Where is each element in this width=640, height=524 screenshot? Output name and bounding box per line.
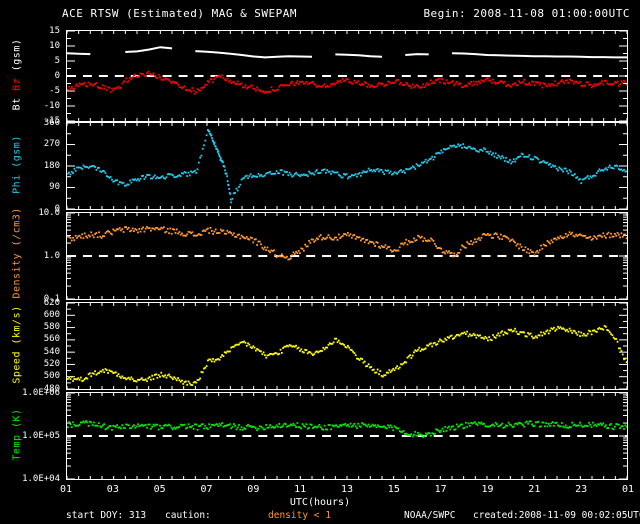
speed-tick-7: 480 (43, 383, 60, 394)
mag-y-axis: 15 10 5 0 -5 -10 -15 (0, 25, 64, 125)
temp-axis-title: Temp (K) (11, 408, 23, 461)
x-tick-03-1: 03 (106, 484, 119, 495)
phi-tick-0: 360 (43, 117, 60, 128)
x-tick-09-4: 09 (247, 484, 260, 495)
x-tick-13-6: 13 (340, 484, 354, 495)
phi-tick-4: 0 (54, 203, 60, 214)
mag-axis-title: Bt Bz (gsm) (12, 29, 23, 121)
phi-tick-3: 90 (49, 182, 60, 192)
x-tick-01-12: 01 (621, 484, 635, 495)
bt-label: Bt (11, 97, 23, 111)
gsm-label: (gsm) (11, 38, 23, 72)
speed-tick-2: 580 (43, 322, 60, 333)
begin-timestamp: Begin: 2008-11-08 01:00:00UTC (423, 7, 630, 20)
x-tick-21-10: 21 (528, 484, 541, 495)
temp-tick-2: 1.0E+04 (22, 473, 60, 484)
x-axis-tick-labels: 01 03 05 07 09 11 13 15 17 19 21 23 01 (60, 484, 634, 498)
ace-rtsw-plot: ACE RTSW (Estimated) MAG & SWEPAM Begin:… (0, 7, 640, 521)
phi-axis-title: Phi (gsm) (11, 135, 23, 194)
mag-tick-4: -5 (49, 85, 60, 96)
panel-mag (66, 30, 628, 122)
density-y-axis: 10.0 1.0 0.1 (0, 207, 64, 303)
x-axis-title: UTC(hours) (289, 497, 351, 508)
temp-y-axis: 1.0E+06 1.0E+05 1.0E+04 (0, 387, 64, 483)
density-tick-2: 0.1 (43, 293, 60, 304)
speed-tick-6: 500 (43, 371, 60, 382)
mag-tick-6: -15 (43, 115, 60, 126)
speed-tick-5: 520 (43, 358, 60, 369)
speed-y-axis: 620 600 580 560 540 520 500 480 (0, 297, 64, 393)
speed-axis-title: Speed (km/s) (11, 305, 23, 384)
x-tick-17-8: 17 (434, 484, 447, 495)
speed-tick-0: 620 (43, 297, 60, 308)
x-tick-11-5: 11 (294, 484, 307, 495)
phi-tick-2: 180 (43, 160, 60, 171)
speed-tick-3: 560 (43, 334, 60, 345)
bz-label: Bz (11, 77, 23, 91)
density-axis-title: Density (/cm3) (11, 207, 23, 299)
phi-y-axis: 360 270 180 90 0 (0, 117, 64, 213)
density-tick-0: 10.0 (38, 207, 60, 218)
x-tick-23-11: 23 (575, 484, 588, 495)
speed-tick-1: 600 (43, 309, 60, 320)
phi-tick-1: 270 (43, 139, 60, 149)
temp-tick-0: 1.0E+06 (22, 387, 60, 398)
density-tick-1: 1.0 (43, 250, 60, 261)
footer: start DOY: 313 caution: density < 1 NOAA… (0, 510, 640, 524)
x-tick-19-9: 19 (481, 484, 494, 495)
mag-tick-2: 5 (54, 55, 60, 66)
mag-tick-1: 10 (49, 40, 60, 51)
mag-tick-5: -10 (43, 100, 60, 111)
speed-tick-4: 540 (43, 346, 60, 357)
x-tick-07-3: 07 (200, 484, 213, 495)
temp-tick-1: 1.0E+05 (22, 430, 60, 441)
x-tick-05-2: 05 (153, 484, 166, 495)
panel-temp (66, 392, 628, 480)
panel-phi (66, 122, 628, 210)
x-tick-15-7: 15 (387, 484, 400, 495)
mag-tick-3: 0 (54, 70, 60, 81)
panel-density (66, 212, 628, 300)
page-title: ACE RTSW (Estimated) MAG & SWEPAM (62, 7, 298, 20)
x-tick-01-0: 01 (59, 484, 73, 495)
panel-speed (66, 302, 628, 390)
mag-tick-0: 15 (49, 25, 60, 36)
